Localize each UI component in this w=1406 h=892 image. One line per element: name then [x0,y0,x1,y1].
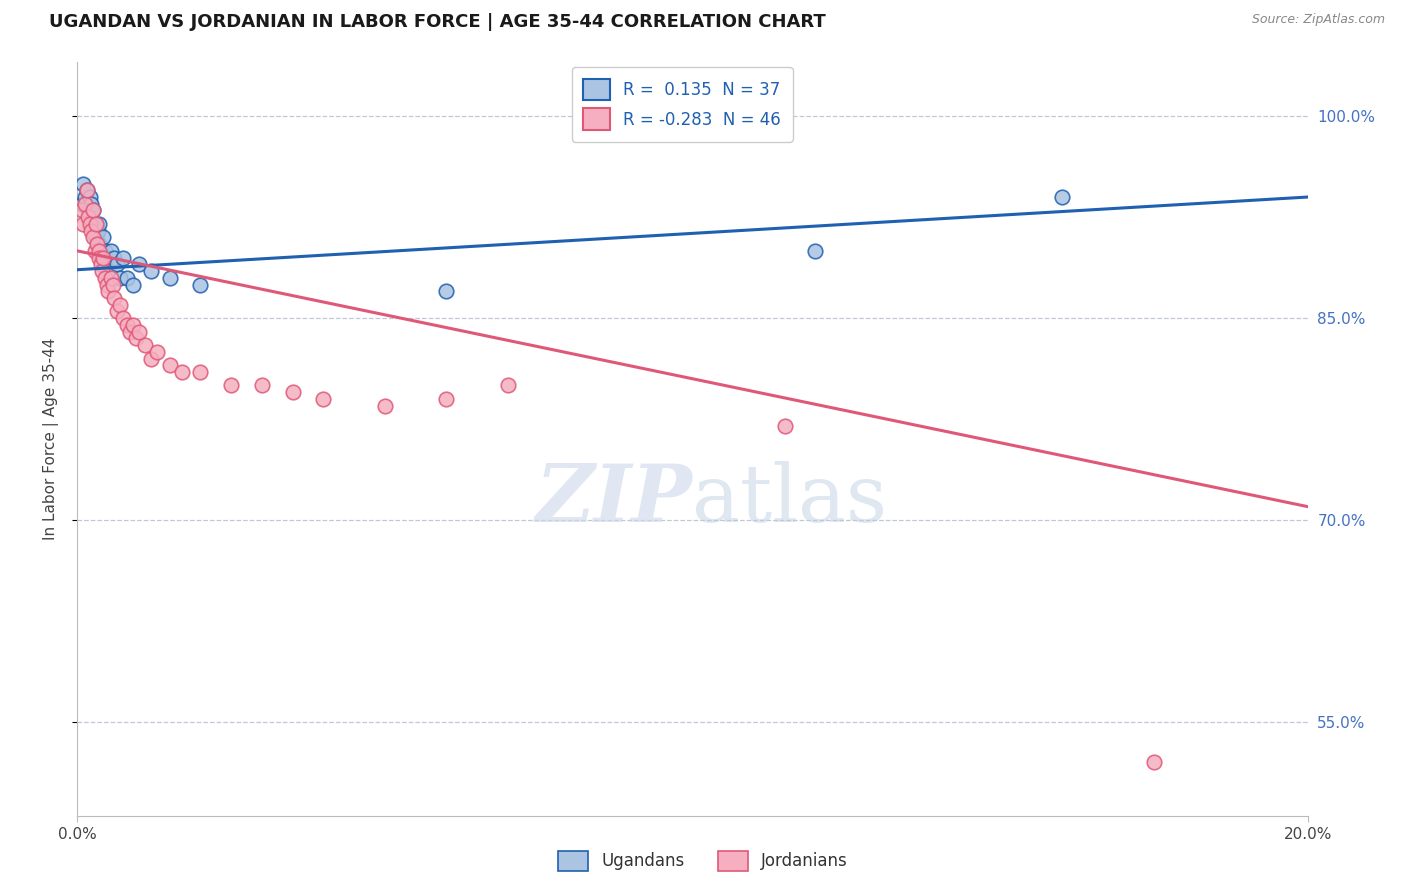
Point [112,251,135,265]
Point [105,257,128,271]
Point [141,351,163,366]
Point [128,325,150,339]
Point [100,244,122,258]
Point [115,270,138,285]
Point [219,378,242,392]
Point [90,251,114,265]
Point [773,418,796,433]
Point [87,244,110,258]
Point [100,270,122,285]
Point [188,365,212,379]
Point [79,217,101,231]
Point [84,230,107,244]
Point [76,183,98,197]
Point [134,338,156,352]
Point [82,217,104,231]
Point [374,399,396,413]
Text: ZIP: ZIP [536,461,693,539]
Point [72,177,94,191]
Point [105,304,128,318]
Point [146,344,169,359]
Point [83,244,105,258]
Point [103,291,125,305]
Point [159,359,181,373]
Point [281,385,304,400]
Legend: R =  0.135  N = 37, R = -0.283  N = 46: R = 0.135 N = 37, R = -0.283 N = 46 [572,67,793,142]
Point [73,190,96,204]
Legend: Ugandans, Jordanians: Ugandans, Jordanians [550,842,856,880]
Point [87,237,110,252]
Point [436,285,458,299]
Point [804,244,827,258]
Point [159,270,181,285]
Point [82,203,104,218]
Point [97,285,120,299]
Point [103,251,125,265]
Point [84,217,107,231]
Point [79,190,101,204]
Point [170,365,193,379]
Point [83,224,105,238]
Point [188,277,212,292]
Point [128,257,150,271]
Point [110,298,132,312]
Point [1143,756,1166,770]
Point [90,257,112,271]
Point [82,203,104,218]
Point [91,251,114,265]
Point [90,264,114,278]
Point [70,203,93,218]
Point [496,378,519,392]
Point [141,264,163,278]
Point [110,270,132,285]
Point [84,217,107,231]
Text: atlas: atlas [693,460,887,539]
Point [79,211,101,225]
Point [101,277,124,292]
Point [312,392,335,406]
Point [91,230,114,244]
Point [1050,190,1073,204]
Point [72,217,94,231]
Point [94,270,117,285]
Point [97,264,120,278]
Y-axis label: In Labor Force | Age 35-44: In Labor Force | Age 35-44 [44,338,59,541]
Point [82,230,104,244]
Point [118,325,141,339]
Point [80,224,103,238]
Point [70,196,93,211]
Point [76,183,98,197]
Point [96,251,118,265]
Point [77,203,100,218]
Point [87,217,110,231]
Text: Source: ZipAtlas.com: Source: ZipAtlas.com [1251,13,1385,27]
Point [96,277,118,292]
Point [121,318,143,332]
Point [86,237,108,252]
Point [73,196,96,211]
Point [115,318,138,332]
Point [94,257,117,271]
Point [94,244,117,258]
Point [250,378,273,392]
Point [436,392,458,406]
Point [125,331,148,345]
Point [90,244,112,258]
Point [80,196,103,211]
Point [87,251,110,265]
Point [112,311,135,326]
Point [121,277,143,292]
Point [77,211,100,225]
Point [86,224,108,238]
Text: UGANDAN VS JORDANIAN IN LABOR FORCE | AGE 35-44 CORRELATION CHART: UGANDAN VS JORDANIAN IN LABOR FORCE | AG… [49,13,825,31]
